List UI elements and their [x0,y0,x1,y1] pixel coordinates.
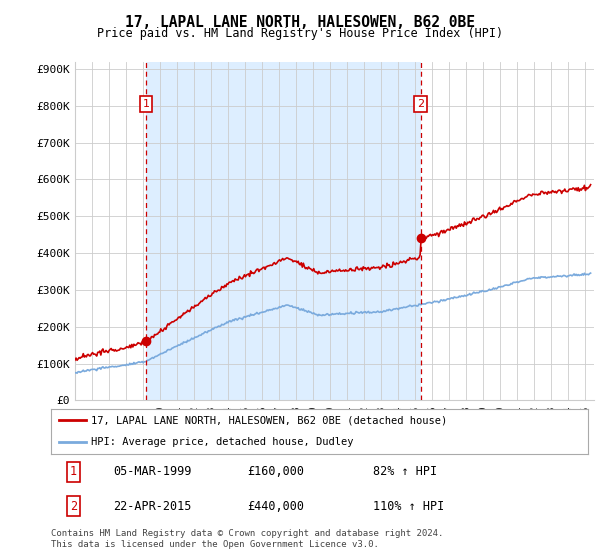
Text: 2: 2 [70,500,77,512]
Text: £160,000: £160,000 [247,465,304,478]
Text: HPI: Average price, detached house, Dudley: HPI: Average price, detached house, Dudl… [91,437,354,447]
Text: 05-MAR-1999: 05-MAR-1999 [113,465,191,478]
Text: 1: 1 [143,99,149,109]
Text: 110% ↑ HPI: 110% ↑ HPI [373,500,445,512]
Text: 2: 2 [417,99,424,109]
Bar [146,62,421,400]
Text: 22-APR-2015: 22-APR-2015 [113,500,191,512]
Text: 17, LAPAL LANE NORTH, HALESOWEN, B62 0BE: 17, LAPAL LANE NORTH, HALESOWEN, B62 0BE [125,15,475,30]
Text: Price paid vs. HM Land Registry's House Price Index (HPI): Price paid vs. HM Land Registry's House … [97,27,503,40]
Text: £440,000: £440,000 [247,500,304,512]
Text: 17, LAPAL LANE NORTH, HALESOWEN, B62 0BE (detached house): 17, LAPAL LANE NORTH, HALESOWEN, B62 0BE… [91,416,448,426]
Text: 1: 1 [70,465,77,478]
Text: 82% ↑ HPI: 82% ↑ HPI [373,465,437,478]
Text: Contains HM Land Registry data © Crown copyright and database right 2024.
This d: Contains HM Land Registry data © Crown c… [51,529,443,549]
